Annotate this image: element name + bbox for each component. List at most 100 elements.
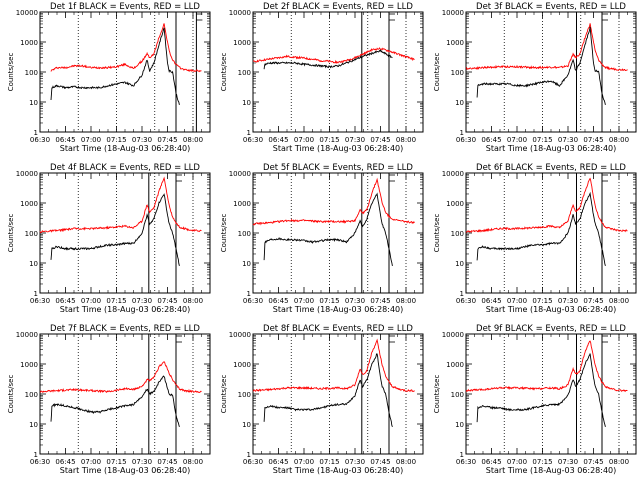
y-tick-label: 1000 — [20, 200, 38, 208]
y-tick-label: 10 — [242, 99, 251, 107]
y-tick-label: 100 — [238, 69, 251, 77]
x-tick-label: 07:30 — [132, 136, 152, 144]
y-tick-label: 1000 — [446, 200, 464, 208]
series-events-line — [476, 353, 606, 428]
series-lld-line — [40, 361, 202, 394]
y-tick-label: 100 — [238, 391, 251, 399]
x-tick-label: 08:00 — [396, 136, 416, 144]
plot-frame — [39, 172, 211, 294]
y-tick-label: 10000 — [229, 9, 251, 17]
y-tick-label: 100 — [25, 391, 38, 399]
x-tick-label: 07:30 — [345, 136, 365, 144]
y-tick-label: 10 — [242, 260, 251, 268]
y-tick-label: 1 — [247, 129, 251, 137]
x-tick-label: 08:00 — [609, 297, 629, 305]
x-tick-label: 07:45 — [583, 458, 603, 466]
plot-frame — [465, 333, 637, 455]
series-lld-line — [252, 47, 415, 65]
y-tick-label: 100 — [25, 230, 38, 238]
panel-det-5: Det 5f BLACK = Events, RED = LLD 1 10 100 10… — [220, 163, 424, 314]
x-tick-label: 06:30 — [456, 136, 476, 144]
panel-title: Det 2f BLACK = Events, RED = LLD — [263, 2, 413, 12]
series-lld-line — [252, 177, 415, 226]
y-axis-label: Counts/sec — [433, 53, 441, 92]
x-tick-label: 07:30 — [558, 297, 578, 305]
x-tick-label: 07:00 — [507, 136, 527, 144]
x-axis-label: Start Time (18-Aug-03 06:28:40) — [60, 466, 191, 475]
y-tick-label: 10 — [455, 99, 464, 107]
x-tick-label: 06:30 — [243, 136, 263, 144]
y-tick-label: 1 — [34, 451, 38, 459]
y-tick-label: 1000 — [233, 39, 251, 47]
y-tick-label: 100 — [451, 391, 464, 399]
x-tick-label: 07:45 — [157, 136, 177, 144]
panel-det-6: Det 6f BLACK = Events, RED = LLD 1 10 100 10… — [433, 163, 637, 314]
x-axis-label: Start Time (18-Aug-03 06:28:40) — [486, 466, 617, 475]
y-tick-label: 10000 — [442, 331, 464, 339]
x-tick-label: 07:00 — [81, 458, 101, 466]
x-tick-label: 06:45 — [55, 297, 75, 305]
x-axis-label: Start Time (18-Aug-03 06:28:40) — [486, 144, 617, 153]
x-tick-label: 06:45 — [481, 458, 501, 466]
panel-title: Det 1f BLACK = Events, RED = LLD — [50, 2, 200, 12]
series-events-line — [50, 27, 180, 105]
x-tick-label: 07:15 — [532, 297, 552, 305]
series-lld-line — [252, 338, 415, 393]
y-axis-label: Counts/sec — [7, 214, 15, 253]
x-tick-label: 07:15 — [319, 297, 339, 305]
x-axis-label: Start Time (18-Aug-03 06:28:40) — [273, 466, 404, 475]
y-tick-label: 10 — [242, 421, 251, 429]
x-tick-label: 07:45 — [370, 136, 390, 144]
y-axis-label: Counts/sec — [220, 53, 228, 92]
x-axis-label: Start Time (18-Aug-03 06:28:40) — [60, 305, 191, 314]
y-tick-label: 10000 — [442, 170, 464, 178]
x-tick-label: 07:45 — [157, 458, 177, 466]
x-tick-label: 06:30 — [30, 458, 50, 466]
y-axis-label: Counts/sec — [220, 214, 228, 253]
x-tick-label: 06:30 — [30, 136, 50, 144]
y-tick-label: 10000 — [16, 9, 38, 17]
x-tick-label: 07:45 — [370, 458, 390, 466]
y-tick-label: 100 — [451, 230, 464, 238]
y-tick-label: 10 — [29, 99, 38, 107]
plot-frame — [39, 333, 211, 455]
y-tick-label: 10000 — [16, 331, 38, 339]
y-tick-label: 1 — [460, 129, 464, 137]
y-tick-label: 1 — [34, 129, 38, 137]
x-tick-label: 07:15 — [106, 458, 126, 466]
plot-frame — [39, 11, 211, 133]
x-tick-label: 07:00 — [81, 136, 101, 144]
panel-det-4: Det 4f BLACK = Events, RED = LLD 1 10 100 10… — [7, 163, 211, 314]
x-tick-label: 07:30 — [132, 297, 152, 305]
y-tick-label: 10 — [455, 260, 464, 268]
x-tick-label: 07:15 — [106, 136, 126, 144]
x-tick-label: 07:00 — [507, 297, 527, 305]
y-tick-label: 10 — [455, 421, 464, 429]
x-tick-label: 07:00 — [294, 458, 314, 466]
x-tick-label: 07:15 — [532, 136, 552, 144]
x-tick-label: 06:45 — [268, 297, 288, 305]
y-axis-label: Counts/sec — [220, 375, 228, 414]
x-tick-label: 07:45 — [583, 136, 603, 144]
y-axis-label: Counts/sec — [433, 375, 441, 414]
series-events-line — [263, 192, 393, 266]
series-lld-line — [465, 177, 628, 234]
y-tick-label: 1 — [247, 451, 251, 459]
y-tick-label: 1 — [247, 290, 251, 298]
panel-title: Det 7f BLACK = Events, RED = LLD — [50, 324, 200, 334]
series-lld-line — [465, 23, 628, 72]
panel-title: Det 9f BLACK = Events, RED = LLD — [476, 324, 626, 334]
x-tick-label: 08:00 — [609, 458, 629, 466]
panel-title: Det 8f BLACK = Events, RED = LLD — [263, 324, 413, 334]
y-tick-label: 10 — [29, 260, 38, 268]
panel-det-9: Det 9f BLACK = Events, RED = LLD 1 10 100 10… — [433, 324, 637, 475]
x-tick-label: 07:15 — [319, 136, 339, 144]
y-tick-label: 100 — [238, 230, 251, 238]
y-tick-label: 1 — [34, 290, 38, 298]
x-tick-label: 06:30 — [456, 458, 476, 466]
series-events-line — [50, 375, 180, 428]
panel-det-2: Det 2f BLACK = Events, RED = LLD 1 10 100 10… — [220, 2, 424, 153]
y-tick-label: 1000 — [20, 39, 38, 47]
x-tick-label: 08:00 — [183, 297, 203, 305]
